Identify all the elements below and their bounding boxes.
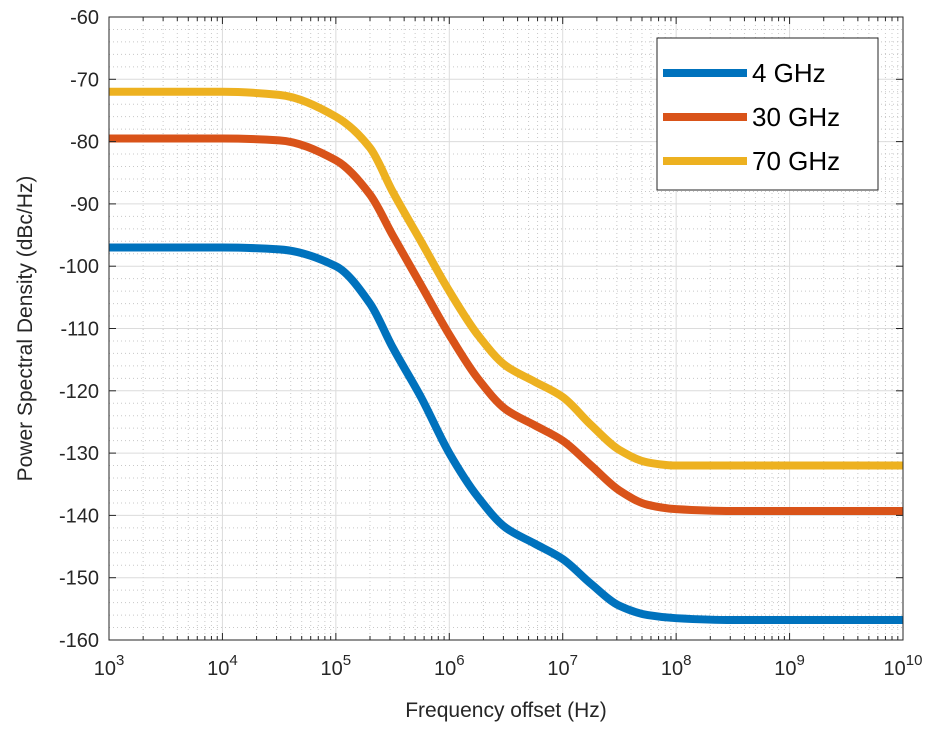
minor-grid	[109, 17, 903, 640]
legend-entry-label: 4 GHz	[752, 58, 826, 88]
x-tick-label: 106	[434, 652, 465, 680]
y-axis-label: Power Spectral Density (dBc/Hz)	[14, 176, 37, 482]
x-tick-base: 10	[321, 658, 343, 680]
y-tick-label: -90	[70, 194, 99, 216]
y-tick-label: -80	[70, 132, 99, 154]
y-tick-labels: -60 -70 -80 -90 -100 -110 -120 -130 -140 -150 -160	[59, 7, 99, 652]
x-tick-exponent: 3	[116, 652, 124, 669]
x-tick-exponent: 4	[229, 652, 237, 669]
y-tick-label: -120	[59, 381, 99, 403]
x-tick-label: 104	[207, 652, 238, 680]
x-tick-base: 10	[547, 658, 569, 680]
x-tick-exponent: 7	[570, 652, 578, 669]
x-tick-label: 107	[547, 652, 578, 680]
x-tick-exponent: 6	[456, 652, 464, 669]
y-tick-label: -150	[59, 568, 99, 590]
x-tick-base: 10	[207, 658, 229, 680]
y-tick-label: -100	[59, 256, 99, 278]
series-line-1	[108, 134, 903, 516]
y-tick-label: -70	[70, 69, 99, 91]
legend-entry-label: 30 GHz	[752, 102, 840, 132]
x-tick-base: 10	[434, 658, 456, 680]
x-tick-base: 10	[661, 658, 683, 680]
x-tick-label: 1010	[884, 652, 923, 680]
x-tick-label: 105	[321, 652, 352, 680]
x-tick-label: 103	[94, 652, 125, 680]
x-tick-exponent: 8	[683, 652, 691, 669]
tick-marks	[108, 16, 904, 641]
x-tick-exponent: 9	[797, 652, 805, 669]
y-tick-label: -160	[59, 630, 99, 652]
y-tick-label: -60	[70, 7, 99, 29]
x-tick-base: 10	[94, 658, 116, 680]
x-tick-exponent: 10	[906, 652, 923, 669]
legend-entry-label: 70 GHz	[752, 146, 840, 176]
x-tick-exponent: 5	[343, 652, 351, 669]
x-tick-labels: 103 104 105 106 107 108 109 1010	[94, 652, 923, 680]
series-layer	[108, 87, 903, 625]
y-tick-label: -140	[59, 505, 99, 527]
x-axis-label: Frequency offset (Hz)	[405, 699, 607, 722]
x-tick-label: 108	[661, 652, 692, 680]
series-line-0	[109, 243, 903, 625]
x-tick-base: 10	[884, 658, 906, 680]
legend: 4 GHz 30 GHz 70 GHz	[656, 37, 879, 191]
x-tick-base: 10	[774, 658, 796, 680]
y-tick-label: -110	[60, 319, 99, 341]
y-tick-label: -130	[59, 443, 99, 465]
series-line-2	[109, 87, 903, 470]
x-tick-label: 109	[774, 652, 805, 680]
